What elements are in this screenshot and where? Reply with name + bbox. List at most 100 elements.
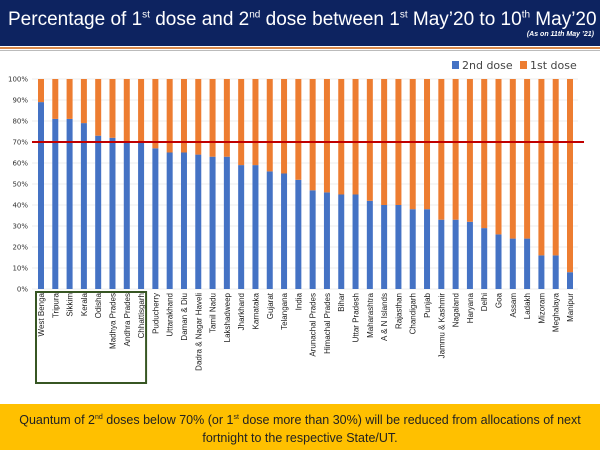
y-tick-label: 80% xyxy=(12,118,28,126)
bar-1st-dose xyxy=(538,79,545,256)
text-part: doses below 70% (or 1 xyxy=(102,413,234,428)
x-tick-label: Daman & Diu xyxy=(180,293,189,341)
legend-swatch xyxy=(520,61,527,69)
bar-1st-dose xyxy=(352,79,359,195)
bar-2nd-dose xyxy=(381,205,388,289)
bar-2nd-dose xyxy=(195,154,202,289)
bar-2nd-dose xyxy=(209,156,216,289)
x-tick-label: Ladakh xyxy=(523,293,532,319)
bar-1st-dose xyxy=(495,79,502,235)
text-part: dose and 2 xyxy=(149,9,250,30)
x-tick-label: Gujarat xyxy=(266,292,275,319)
bar-2nd-dose xyxy=(538,255,545,289)
bar-2nd-dose xyxy=(395,205,402,289)
x-tick-label: Jammu & Kashmir xyxy=(437,293,446,359)
x-tick-label: Nagaland xyxy=(452,293,461,327)
x-tick-label: West Benga xyxy=(37,292,46,336)
slide-title: Percentage of 1st dose and 2nd dose betw… xyxy=(8,9,597,31)
bar-1st-dose xyxy=(195,79,202,155)
stacked-bar-chart: 0% 10% 20% 30% 40% 50% 60% 70% 80% 90% 100% West Be… xyxy=(8,59,584,384)
text-part: nd xyxy=(95,414,103,421)
text-part: May’20 xyxy=(530,9,597,30)
bar-2nd-dose xyxy=(452,219,459,289)
bar-1st-dose xyxy=(452,79,459,220)
x-tick-label: A & N Islands xyxy=(380,293,389,341)
bar-1st-dose xyxy=(95,79,102,136)
x-tick-label: Andhra Prades xyxy=(123,293,132,346)
bar-1st-dose xyxy=(509,79,516,239)
bar-2nd-dose xyxy=(123,142,130,289)
bar-2nd-dose xyxy=(281,173,288,289)
bar-2nd-dose xyxy=(567,272,573,289)
bar-1st-dose xyxy=(295,79,302,180)
y-tick-label: 0% xyxy=(17,286,28,294)
bar-1st-dose xyxy=(323,79,330,193)
x-tick-label: Madhya Prades xyxy=(108,293,117,349)
bar-2nd-dose xyxy=(366,200,373,289)
x-tick-label: Tamil Nadu xyxy=(209,293,218,333)
x-tick-label: Tripura xyxy=(51,292,60,318)
x-tick-label: Arunachal Prades xyxy=(309,293,318,357)
bar-2nd-dose xyxy=(166,152,173,289)
bar-2nd-dose xyxy=(495,234,502,289)
x-tick-label: Chandigarh xyxy=(409,293,418,334)
x-tick-label: Punjab xyxy=(423,292,432,317)
footer-note: Quantum of 2nd doses below 70% (or 1st d… xyxy=(0,404,600,450)
bar-1st-dose xyxy=(223,79,230,157)
bar-1st-dose xyxy=(524,79,531,239)
x-tick-label: Kerala xyxy=(80,292,89,316)
y-tick-label: 50% xyxy=(12,181,28,189)
bar-1st-dose xyxy=(338,79,345,195)
bar-1st-dose xyxy=(567,79,573,273)
bar-2nd-dose xyxy=(524,238,531,289)
x-tick-label: Bihar xyxy=(337,293,346,312)
x-tick-label: Himachal Prades xyxy=(323,293,332,354)
bar-2nd-dose xyxy=(152,148,159,289)
x-tick-label: Puducherry xyxy=(151,293,160,334)
bar-1st-dose xyxy=(309,79,316,191)
x-tick-label: Delhi xyxy=(480,293,489,311)
bar-1st-dose xyxy=(424,79,431,210)
highlight-box xyxy=(35,291,148,384)
bar-2nd-dose xyxy=(66,118,73,290)
bar-2nd-dose xyxy=(338,194,345,289)
bar-2nd-dose xyxy=(309,190,316,289)
bar-2nd-dose xyxy=(438,219,445,289)
bar-2nd-dose xyxy=(138,142,145,289)
x-tick-label: Odisha xyxy=(94,292,103,318)
x-tick-label: Jharkhand xyxy=(237,293,246,330)
bar-1st-dose xyxy=(66,79,73,119)
x-tick-label: Goa xyxy=(495,292,504,308)
x-tick-label: Rajasthan xyxy=(394,293,403,329)
divider xyxy=(0,50,600,51)
y-tick-label: 20% xyxy=(12,244,28,252)
bar-1st-dose xyxy=(481,79,488,229)
bar-2nd-dose xyxy=(295,179,302,289)
bar-2nd-dose xyxy=(509,238,516,289)
bar-2nd-dose xyxy=(80,123,87,289)
text-part: dose more than 30%) will be reduced from… xyxy=(202,413,581,446)
bar-2nd-dose xyxy=(109,137,116,289)
bar-2nd-dose xyxy=(223,156,230,289)
x-tick-label: Karnataka xyxy=(251,292,260,329)
bar-2nd-dose xyxy=(481,228,488,289)
bar-2nd-dose xyxy=(238,165,245,289)
bar-1st-dose xyxy=(52,79,59,119)
bar-1st-dose xyxy=(238,79,245,166)
bar-2nd-dose xyxy=(552,255,559,289)
x-tick-label: Sikkim xyxy=(66,293,75,317)
bar-2nd-dose xyxy=(95,135,102,289)
as-of-date: (As on 11th May ’21) xyxy=(526,31,594,38)
y-tick-label: 70% xyxy=(12,139,28,147)
bar-1st-dose xyxy=(123,79,130,142)
x-tick-label: Meghalaya xyxy=(552,292,561,332)
x-tick-label: Dadra & Nagar Haveli xyxy=(194,293,203,371)
divider xyxy=(0,47,600,49)
text-part: st xyxy=(233,414,239,421)
bar-1st-dose xyxy=(281,79,288,174)
bar-1st-dose xyxy=(466,79,473,222)
x-tick-label: India xyxy=(294,292,303,310)
bar-2nd-dose xyxy=(266,171,273,289)
text-part: dose between 1 xyxy=(260,9,400,30)
x-tick-label: Uttarakhand xyxy=(166,293,175,337)
